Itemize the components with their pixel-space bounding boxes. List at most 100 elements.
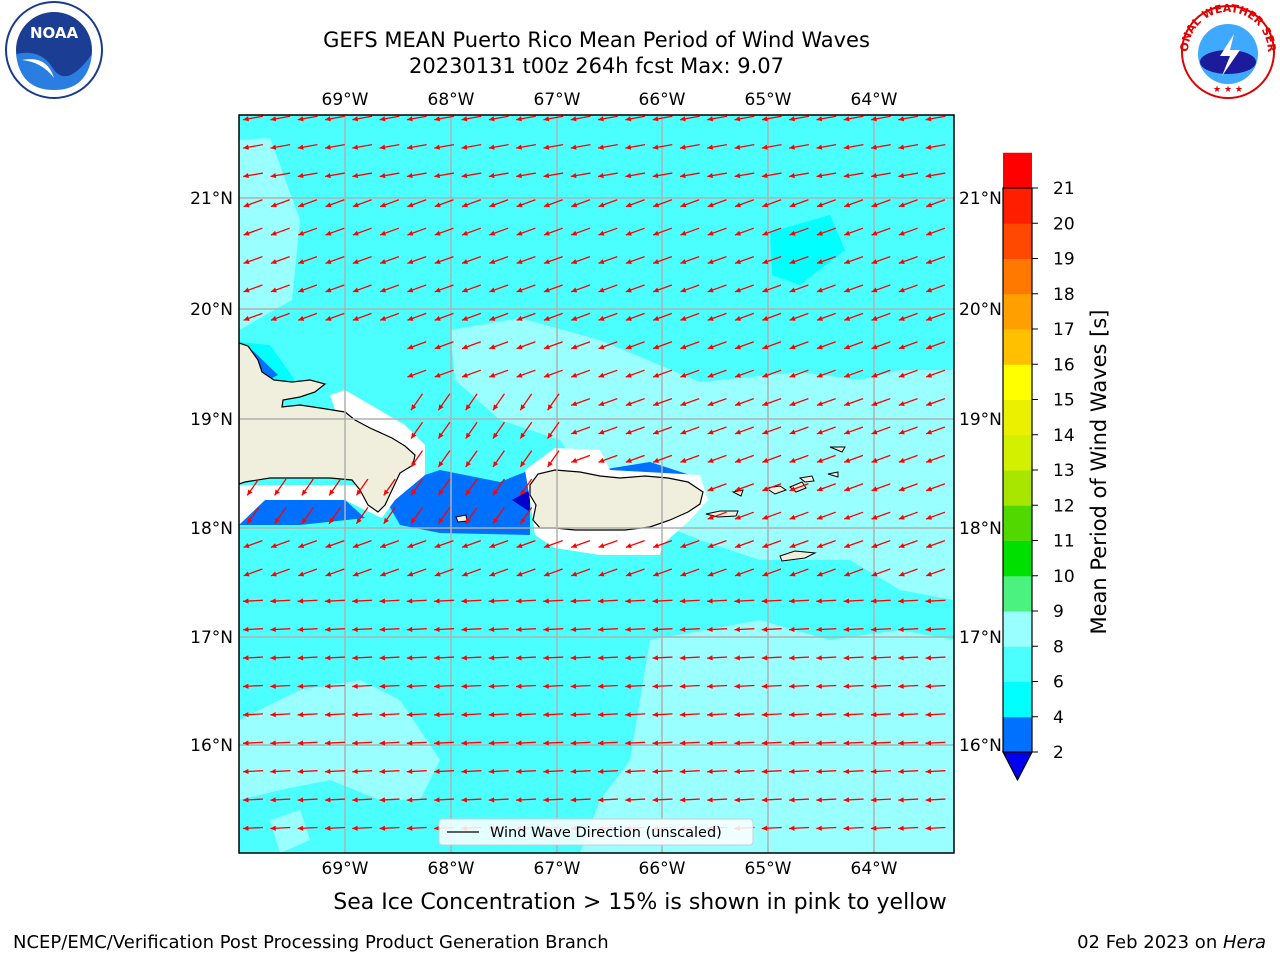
- wind-arrow: [570, 312, 591, 321]
- wind-arrow: [270, 115, 291, 122]
- wind-arrow: [652, 740, 673, 746]
- wind-arrow: [243, 144, 263, 150]
- wind-arrow: [434, 797, 455, 803]
- colorbar-tick-label: 11: [1053, 532, 1075, 552]
- wind-arrow: [625, 768, 646, 775]
- wind-arrow: [925, 144, 946, 150]
- wind-arrow: [379, 172, 400, 179]
- wind-arrow: [379, 598, 400, 604]
- wind-arrow: [898, 341, 918, 350]
- wind-arrow: [816, 655, 837, 661]
- wind-arrow: [925, 227, 946, 236]
- wind-arrow: [843, 712, 864, 718]
- wind-arrow: [488, 655, 509, 661]
- wind-arrow: [843, 115, 864, 122]
- wind-arrow: [843, 426, 864, 435]
- wind-arrow: [871, 255, 891, 265]
- wind-arrow: [680, 539, 700, 549]
- wind-arrow: [679, 115, 700, 122]
- wind-arrow: [355, 478, 369, 496]
- wind-arrow: [570, 144, 591, 150]
- lon-label-top: 67°W: [534, 90, 581, 110]
- wind-arrow: [352, 199, 372, 208]
- wind-arrow: [680, 199, 700, 208]
- wind-arrow: [788, 740, 810, 746]
- wind-arrow: [434, 172, 455, 179]
- wind-arrow: [843, 144, 864, 150]
- wind-arrow: [925, 626, 946, 633]
- wind-arrow: [761, 172, 782, 179]
- wind-arrow: [379, 683, 400, 689]
- wind-arrow: [707, 369, 727, 378]
- wind-arrow: [570, 655, 591, 661]
- wind-arrow: [461, 568, 482, 577]
- wind-arrow: [652, 341, 673, 350]
- wind-arrow: [297, 768, 318, 775]
- lon-label-top: 69°W: [322, 90, 369, 110]
- wind-arrow: [543, 227, 563, 236]
- wind-arrow: [461, 144, 482, 150]
- wind-arrow: [434, 115, 455, 122]
- wind-arrow: [652, 397, 673, 407]
- colorbar-band: [1003, 258, 1032, 295]
- wind-arrow: [734, 683, 755, 689]
- wind-arrow: [898, 683, 919, 689]
- wind-arrow: [871, 568, 891, 577]
- wind-arrow: [788, 683, 810, 689]
- wind-arrow: [898, 454, 918, 463]
- wind-arrow: [898, 626, 919, 633]
- wind-arrow: [437, 393, 451, 411]
- wind-arrow: [242, 626, 264, 633]
- wind-arrow: [437, 478, 451, 496]
- wind-arrow: [379, 655, 400, 661]
- wind-arrow: [925, 768, 946, 775]
- wind-arrow: [352, 768, 373, 775]
- wind-arrow: [434, 369, 454, 378]
- wind-arrow: [707, 284, 727, 293]
- wind-arrow: [324, 683, 345, 689]
- wind-arrow: [789, 144, 809, 150]
- colorbar-band: [1003, 399, 1032, 436]
- wind-arrow: [242, 655, 264, 661]
- wind-arrow: [680, 255, 700, 265]
- wind-arrow: [465, 393, 478, 411]
- wind-arrow: [406, 172, 427, 179]
- wind-arrow: [816, 740, 837, 746]
- wind-arrow: [324, 172, 345, 179]
- wind-arrow: [434, 683, 455, 689]
- wind-arrow: [597, 797, 618, 803]
- wind-arrow: [680, 312, 700, 321]
- wind-arrow: [488, 740, 509, 746]
- wind-arrow: [461, 539, 482, 549]
- wind-arrow: [870, 144, 891, 150]
- wind-arrow: [324, 144, 345, 150]
- wind-arrow: [734, 397, 755, 407]
- wind-arrow: [652, 312, 673, 321]
- wind-arrow: [789, 568, 809, 577]
- wind-arrow: [816, 598, 837, 604]
- wind-arrow: [461, 712, 482, 718]
- wind-arrow: [516, 539, 536, 549]
- lon-label-top: 66°W: [639, 90, 686, 110]
- lon-label-top: 64°W: [851, 90, 898, 110]
- wind-arrow: [516, 144, 536, 150]
- wind-arrow: [680, 568, 700, 577]
- wind-arrow: [816, 341, 836, 350]
- wind-arrow: [492, 393, 505, 411]
- lat-label-left: 21°N: [190, 189, 233, 209]
- wind-arrow: [762, 426, 782, 435]
- wind-arrow: [925, 598, 946, 604]
- longitude-labels-top: 69°W 68°W 67°W 66°W 65°W 64°W: [322, 90, 898, 110]
- wind-arrow: [461, 655, 482, 661]
- wind-arrow: [461, 255, 482, 265]
- wind-arrow: [625, 797, 646, 803]
- wind-arrow: [519, 450, 533, 468]
- wind-arrow: [679, 712, 700, 718]
- wind-arrow: [243, 284, 263, 293]
- wind-arrow: [679, 740, 700, 746]
- wind-arrow: [519, 393, 533, 411]
- wind-arrow: [652, 227, 673, 236]
- wind-arrow: [352, 712, 373, 718]
- wind-arrow: [465, 507, 478, 525]
- sea-ice-note: Sea Ice Concentration > 15% is shown in …: [333, 890, 947, 915]
